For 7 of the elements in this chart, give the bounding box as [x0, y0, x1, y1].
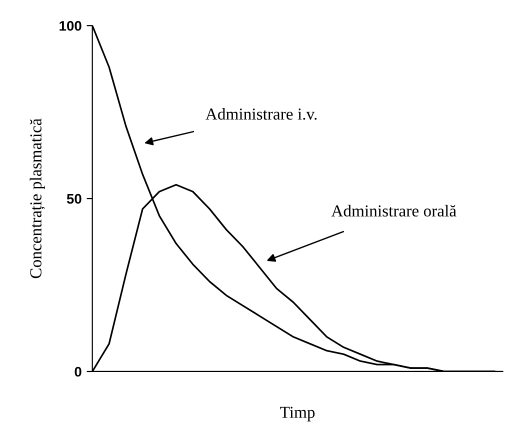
x-axis-title: Timp	[280, 406, 315, 422]
y-axis-title: Concentrație plasmatică	[30, 118, 45, 278]
annotation: Administrare i.v.	[206, 108, 317, 120]
y-tick-label: 0	[74, 366, 82, 377]
y-tick-label: 50	[66, 194, 82, 204]
y-tick-label: 100	[60, 20, 82, 31]
annotation: Administrare orală	[331, 204, 456, 217]
